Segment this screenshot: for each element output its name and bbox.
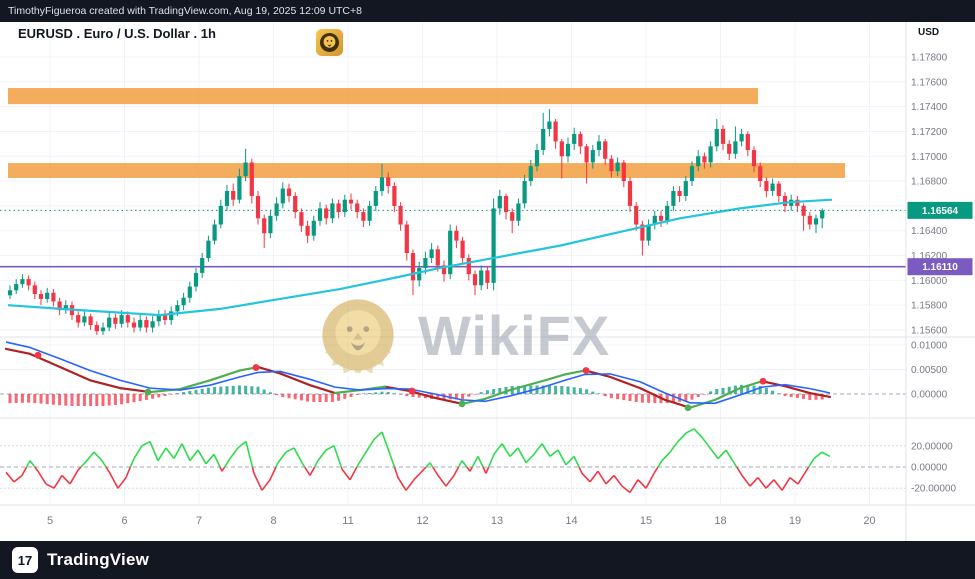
svg-text:1.16000: 1.16000 (911, 276, 948, 287)
svg-text:5: 5 (47, 515, 53, 527)
svg-text:13: 13 (491, 515, 503, 527)
svg-text:17: 17 (18, 553, 32, 568)
moving-average-line (7, 198, 833, 317)
svg-text:0.00500: 0.00500 (911, 365, 948, 376)
svg-text:8: 8 (270, 515, 276, 527)
footer-bar: 17 TradingView (0, 541, 975, 579)
attribution-text: TimothyFigueroa created with TradingView… (8, 5, 362, 17)
svg-text:14: 14 (565, 515, 577, 527)
svg-text:1.17000: 1.17000 (911, 152, 948, 163)
attribution-bar: TimothyFigueroa created with TradingView… (0, 0, 975, 22)
svg-text:1.17600: 1.17600 (911, 77, 948, 88)
candlestick-series[interactable] (7, 109, 825, 335)
currency-label: USD (918, 27, 940, 38)
svg-text:20: 20 (863, 515, 875, 527)
svg-text:6: 6 (121, 515, 127, 527)
grid (0, 22, 906, 505)
supply-zones[interactable] (8, 88, 845, 178)
svg-text:0.00000: 0.00000 (911, 463, 948, 474)
svg-text:20.00000: 20.00000 (911, 441, 953, 452)
current-price-label: 1.16564 (907, 201, 973, 219)
svg-text:1.16800: 1.16800 (911, 177, 948, 188)
wikifx-lion-icon (319, 32, 340, 53)
svg-text:15: 15 (640, 515, 652, 527)
svg-text:11: 11 (342, 515, 353, 527)
svg-text:0.01000: 0.01000 (911, 341, 948, 352)
svg-text:-20.00000: -20.00000 (911, 484, 956, 495)
time-axis[interactable]: 5 6 7 8 11 12 13 14 15 18 19 20 (47, 515, 876, 527)
symbol-title: EURUSD . Euro / U.S. Dollar . 1h (18, 26, 216, 41)
macd-panel[interactable] (0, 341, 906, 412)
svg-text:1.17200: 1.17200 (911, 127, 948, 138)
svg-text:7: 7 (196, 515, 202, 527)
wikifx-badge (316, 29, 343, 56)
svg-text:1.15600: 1.15600 (911, 325, 948, 336)
svg-text:1.16400: 1.16400 (911, 226, 948, 237)
svg-text:1.16564: 1.16564 (922, 206, 959, 217)
svg-text:1.16110: 1.16110 (922, 262, 958, 273)
oscillator-panel[interactable] (0, 428, 906, 494)
svg-text:1.15800: 1.15800 (911, 301, 948, 312)
tradingview-brand-text[interactable]: TradingView (47, 550, 150, 569)
svg-text:0.00000: 0.00000 (911, 390, 948, 401)
svg-text:18: 18 (714, 515, 726, 527)
svg-text:1.17800: 1.17800 (911, 53, 948, 64)
level-price-label: 1.16110 (907, 258, 973, 276)
svg-text:12: 12 (416, 515, 428, 527)
svg-text:1.16200: 1.16200 (911, 251, 948, 262)
svg-text:1.17400: 1.17400 (911, 102, 948, 113)
svg-text:19: 19 (789, 515, 801, 527)
panel-separators (0, 22, 975, 541)
tradingview-logo-icon[interactable]: 17 (12, 547, 38, 573)
